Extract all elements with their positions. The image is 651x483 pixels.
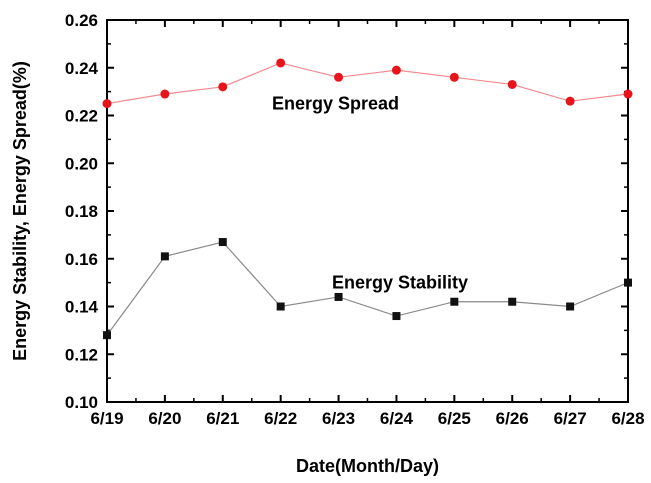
x-tick-label: 6/26	[496, 409, 529, 428]
data-point	[391, 65, 401, 75]
y-tick-label: 0.18	[65, 202, 98, 221]
y-tick-label: 0.10	[65, 393, 98, 412]
data-point	[218, 82, 228, 92]
series-0	[102, 58, 633, 109]
plot-area	[106, 19, 629, 403]
data-point	[623, 89, 633, 99]
data-point	[276, 58, 286, 68]
series-line	[106, 241, 629, 336]
x-axis: 6/19 6/20 6/21 6/22 6/23 6/24 6/25 6/26 6/27 6/28	[90, 20, 645, 428]
x-tick-label: 6/23	[322, 409, 355, 428]
data-point	[160, 252, 169, 261]
series-label-energy-stability: Energy Stability	[332, 273, 468, 293]
x-tick-label: 6/20	[148, 409, 181, 428]
data-point	[449, 72, 459, 82]
y-tick-label: 0.26	[65, 11, 98, 30]
data-point	[334, 72, 344, 82]
series-layer	[102, 58, 633, 340]
data-point	[566, 302, 575, 311]
data-point	[218, 238, 227, 247]
x-tick-label: 6/28	[611, 409, 644, 428]
y-tick-label: 0.24	[65, 59, 99, 78]
x-tick-label: 6/25	[438, 409, 471, 428]
data-point	[392, 312, 401, 321]
x-tick-label: 6/21	[206, 409, 239, 428]
y-axis-title: Energy Stability, Energy Spread(%)	[10, 61, 30, 361]
data-point	[565, 96, 575, 106]
x-tick-label: 6/27	[554, 409, 587, 428]
y-tick-label: 0.12	[65, 345, 98, 364]
data-point	[624, 278, 632, 287]
y-tick-label: 0.22	[65, 107, 98, 126]
x-tick-label: 6/22	[264, 409, 297, 428]
y-tick-label: 0.16	[65, 250, 98, 269]
data-point	[507, 79, 517, 89]
data-point	[103, 331, 111, 340]
data-point	[508, 297, 517, 306]
data-point	[102, 99, 112, 109]
x-tick-label: 6/19	[90, 409, 123, 428]
data-point	[276, 302, 285, 311]
y-axis: 0.10 0.12 0.14 0.16 0.18 0.20 0.22 0.24 0.26	[65, 11, 628, 412]
series-1	[103, 238, 632, 340]
y-tick-label: 0.14	[65, 298, 99, 317]
data-point	[450, 297, 459, 306]
y-tick-label: 0.20	[65, 154, 98, 173]
plot-frame	[106, 19, 629, 403]
series-label-energy-spread: Energy Spread	[272, 94, 399, 114]
data-point	[334, 292, 343, 301]
data-point	[160, 89, 170, 99]
x-axis-title: Date(Month/Day)	[296, 456, 439, 476]
x-tick-label: 6/24	[380, 409, 414, 428]
series-line	[106, 62, 629, 105]
